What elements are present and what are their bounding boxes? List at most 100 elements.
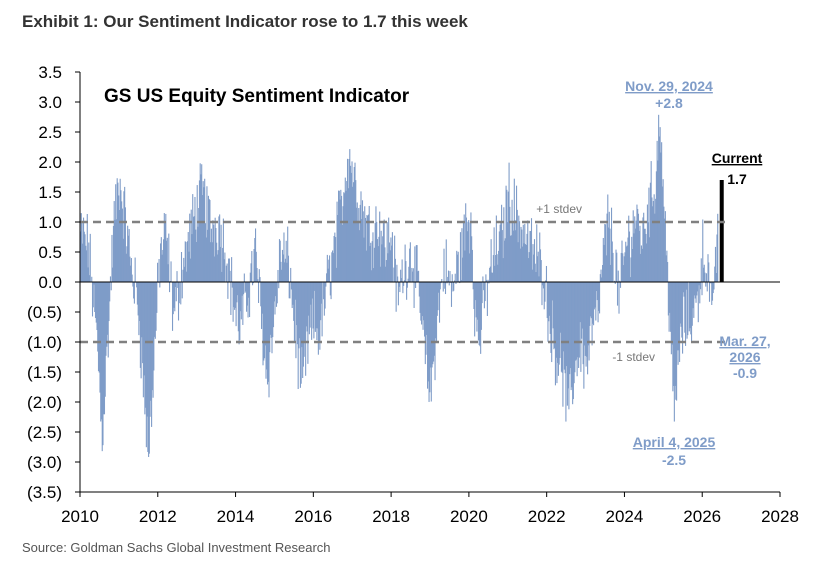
bar [652,206,654,282]
bar [489,267,491,282]
bar [187,232,189,282]
bar [640,253,642,282]
bar [520,226,522,282]
bar [142,282,144,398]
bar [472,282,474,290]
bar [343,192,345,282]
bar [120,190,122,282]
bar [382,222,384,282]
bar [358,208,360,282]
bar [94,282,96,312]
bar [683,282,685,297]
bar [126,246,128,282]
bar [545,280,547,282]
bar [692,282,694,309]
bar [85,250,88,282]
bar [545,265,548,282]
bar [469,222,471,282]
bar [155,282,157,331]
bar [341,224,343,282]
bar [542,282,544,286]
bar [203,187,205,282]
bar [458,280,460,282]
bar [243,273,245,282]
bar [364,206,366,282]
bar [447,270,450,282]
bar [699,282,701,304]
bar [533,254,535,282]
bar [607,227,610,282]
bar [221,271,223,282]
bar [426,282,428,335]
bar [116,178,118,282]
bar [285,240,287,282]
bar [240,282,242,320]
bar [268,282,270,398]
bar [707,254,709,282]
bar [524,244,527,282]
bar [480,282,482,330]
bar [260,282,262,307]
bar [468,220,470,282]
bar [400,269,402,282]
bar [421,282,423,317]
bar [641,248,643,282]
bar [241,282,243,296]
bar [154,282,156,337]
bar [550,282,552,353]
bar [269,282,272,335]
bar [502,258,504,282]
bar [228,258,230,282]
bar [548,282,551,316]
bar [654,213,656,282]
bar [603,244,605,282]
bar [589,282,591,326]
bar [605,224,607,282]
bar [573,282,575,384]
bar [672,282,674,392]
bar [385,260,387,282]
bar [511,199,513,282]
bar [513,178,515,282]
bar [297,282,299,390]
bar [643,212,645,282]
bar [122,238,124,282]
bar [324,282,326,309]
bar [314,282,316,291]
bar [551,282,553,363]
bar [272,282,275,328]
bar [111,234,113,282]
bar [401,259,403,282]
bar [433,282,435,356]
bar [434,282,436,381]
bar [632,210,634,282]
bar [343,193,346,282]
bar [361,200,364,282]
bar [679,282,681,324]
bar [522,224,524,282]
bar [213,224,215,282]
bar [444,282,446,289]
bar [601,277,603,282]
bar [210,228,212,282]
bar [569,282,571,369]
bar [427,282,429,389]
bar [97,282,99,352]
bar [709,282,711,284]
bar [293,282,295,343]
bar [361,219,363,282]
bar [443,248,445,282]
bar [708,262,710,282]
bar [702,219,704,282]
bar [166,237,168,282]
y-tick-label: 3.0 [38,93,62,112]
bar [507,222,509,282]
bar [315,282,317,329]
bar [323,282,325,316]
bar [317,282,319,355]
bar [390,237,392,282]
bar [546,282,548,319]
bar [104,282,106,397]
bar [454,273,456,282]
bar [363,237,365,282]
